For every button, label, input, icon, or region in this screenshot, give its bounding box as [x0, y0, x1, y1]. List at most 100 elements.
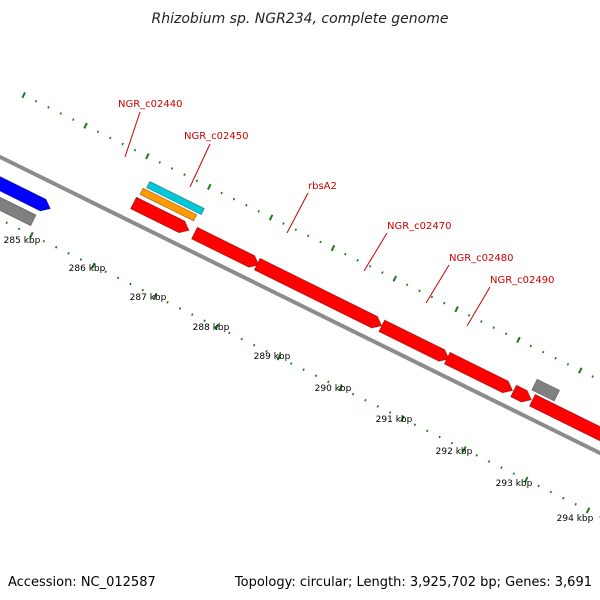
outer-tick [554, 356, 557, 360]
outer-tick [306, 234, 310, 238]
inner-tick [512, 472, 516, 476]
inner-tick [562, 496, 565, 500]
gene-leader-line [124, 111, 141, 158]
outer-tick [578, 367, 583, 374]
inner-tick [228, 331, 231, 335]
inner-tick [302, 368, 305, 371]
outer-tick [467, 314, 471, 317]
inner-tick [265, 349, 268, 353]
outer-tick [34, 99, 38, 103]
inner-tick [523, 476, 529, 483]
gene-leader-line [189, 143, 211, 188]
inner-tick [79, 258, 83, 261]
outer-tick [330, 244, 336, 252]
inner-tick [338, 384, 343, 392]
outer-tick [454, 306, 459, 313]
gene-block-ngr-c02480 [443, 351, 514, 394]
gene-labels: NGR_c02440 NGR_c02450 rbsA2 NGR_c02470 NGR_c… [118, 99, 555, 327]
inner-tick [413, 423, 417, 427]
outer-tick [418, 289, 421, 293]
gene-label: NGR_c02490 [490, 275, 555, 286]
outer-tick [71, 118, 75, 121]
outer-tick [504, 332, 508, 336]
outer-tick [319, 240, 322, 244]
outer-tick [492, 326, 495, 329]
outer-tick [368, 265, 372, 268]
inner-tick [327, 380, 330, 384]
feature-track [0, 176, 600, 442]
inner-tick [178, 307, 182, 310]
genome-summary-text: Topology: circular; Length: 3,925,702 bp… [234, 575, 592, 590]
outer-tick [381, 271, 384, 274]
inner-tick [54, 245, 58, 249]
gene-block-ngr-c02490 [528, 393, 600, 442]
outer-tick [257, 210, 260, 213]
outer-tick [392, 275, 398, 282]
position-label: 291 kbp [376, 415, 413, 425]
inner-tick [438, 435, 441, 439]
inner-tick [450, 441, 454, 445]
outer-tick [232, 197, 236, 201]
inner-tick [574, 502, 577, 506]
gene-leader-line [466, 286, 491, 327]
outer-tick [170, 167, 174, 170]
outer-tick [566, 362, 570, 366]
position-label: 292 kbp [436, 447, 473, 457]
outer-tick [430, 295, 434, 299]
outer-tick [356, 258, 359, 262]
outer-tick-track [21, 91, 594, 378]
gene-block-ngr-c02470 [378, 319, 450, 362]
position-label: 290 kbp [315, 384, 352, 394]
genome-backbone [0, 154, 600, 456]
inner-tick [29, 231, 34, 239]
inner-tick [203, 319, 206, 323]
outer-tick [47, 105, 50, 109]
inner-tick [314, 374, 318, 378]
position-label: 289 kbp [254, 352, 291, 362]
outer-tick [443, 301, 446, 305]
inner-tick [67, 252, 70, 255]
inner-tick [5, 221, 8, 225]
inner-tick [426, 429, 429, 433]
outer-tick [21, 91, 26, 99]
inner-tick [537, 484, 540, 488]
inner-tick [104, 270, 107, 274]
inner-tick [191, 313, 194, 316]
gene-block-ngr-c02440 [130, 196, 190, 234]
gene-block-orange [139, 187, 198, 222]
inner-tick [141, 288, 144, 292]
outer-tick [268, 214, 274, 221]
position-label: 285 kbp [4, 236, 41, 246]
inner-tick-track [5, 221, 600, 518]
outer-tick [121, 142, 124, 146]
inner-tick [116, 276, 120, 280]
gene-label: NGR_c02470 [387, 221, 452, 232]
inner-tick [152, 293, 158, 300]
inner-tick [17, 227, 21, 231]
gene-label: NGR_c02440 [118, 99, 183, 110]
inner-tick [500, 466, 503, 469]
position-label: 294 kbp [557, 514, 594, 524]
outer-tick [344, 252, 347, 256]
outer-tick [59, 112, 63, 115]
outer-tick [541, 350, 545, 354]
outer-tick [96, 130, 100, 134]
outer-tick [207, 183, 212, 191]
outer-tick [220, 191, 223, 195]
inner-tick [400, 415, 405, 422]
outer-tick [282, 222, 285, 225]
accession-text: Accession: NC_012587 [8, 575, 156, 590]
gene-block-small-red [510, 384, 532, 403]
inner-tick [475, 453, 478, 457]
position-label: 286 kbp [69, 264, 106, 274]
gene-label: rbsA2 [308, 181, 337, 192]
inner-tick [129, 282, 132, 286]
inner-tick [487, 460, 491, 463]
outer-tick [405, 283, 409, 287]
gene-leader-line [286, 192, 309, 234]
inner-tick [166, 301, 169, 304]
outer-tick [294, 228, 298, 232]
inner-tick [462, 446, 467, 453]
gene-label: NGR_c02450 [184, 131, 249, 142]
outer-tick [480, 320, 483, 323]
